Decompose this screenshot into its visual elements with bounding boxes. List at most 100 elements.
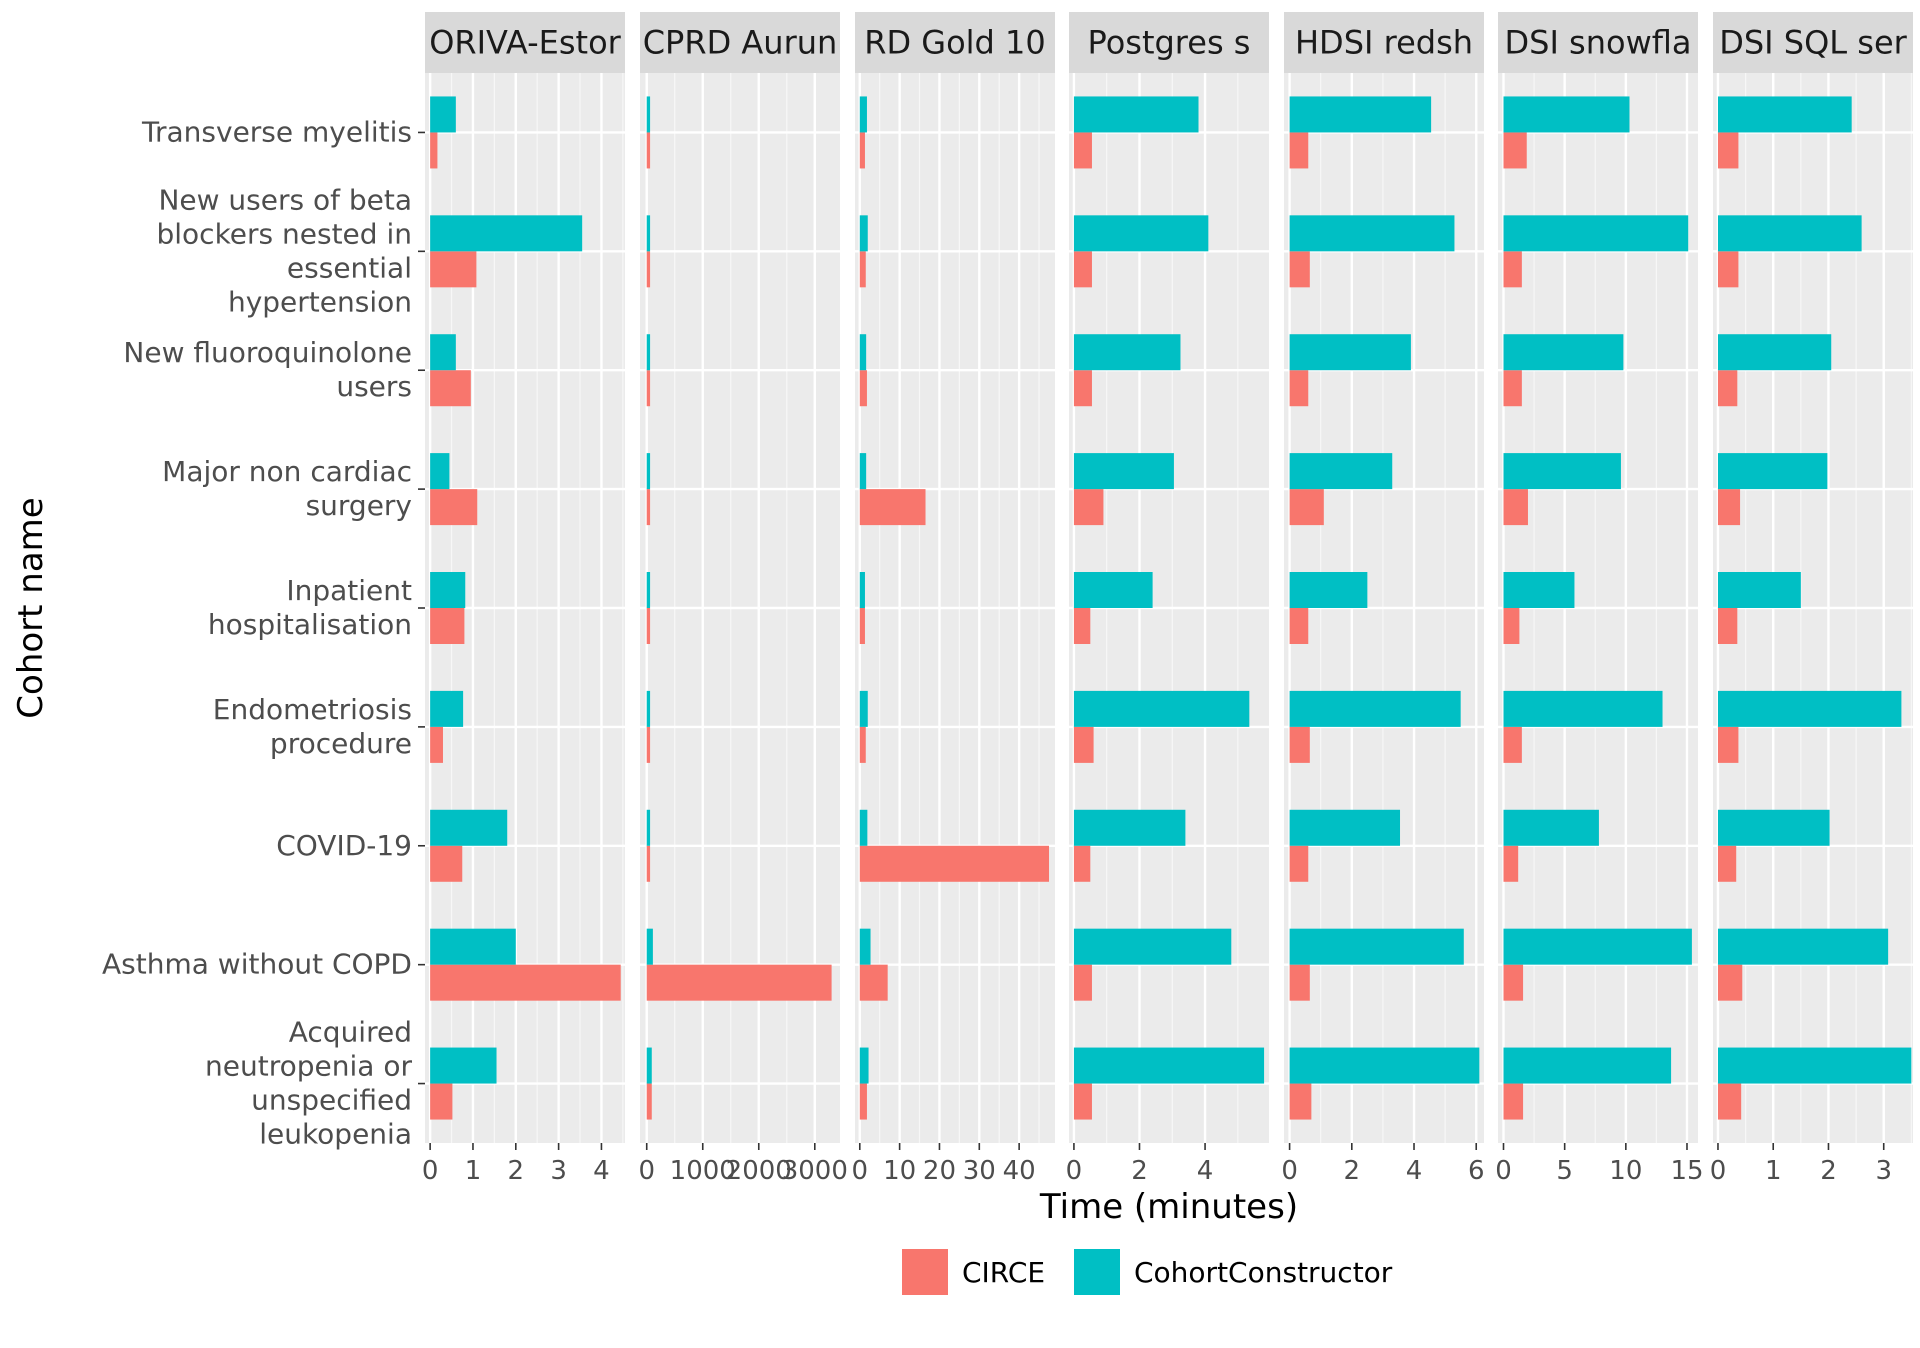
- y-axis-title: Cohort name: [11, 497, 51, 718]
- bar-circe: [646, 1083, 652, 1120]
- bar-circe: [430, 489, 478, 526]
- bar-cohortconstructor: [1289, 334, 1411, 371]
- panel-inner: [1284, 73, 1484, 1143]
- y-category-label: neutropenia or: [205, 1050, 412, 1083]
- bar-cohortconstructor: [1289, 1047, 1480, 1084]
- bar-circe: [859, 132, 865, 169]
- x-tick-label: 4: [1406, 1156, 1423, 1186]
- bar-cohortconstructor: [859, 215, 868, 252]
- bar-cohortconstructor: [859, 928, 871, 965]
- bar-circe: [646, 489, 651, 526]
- bar-cohortconstructor: [1717, 928, 1889, 965]
- bar-circe: [859, 251, 866, 288]
- bar-cohortconstructor: [430, 690, 464, 727]
- bar-cohortconstructor: [1717, 334, 1832, 371]
- bar-circe: [1503, 964, 1524, 1001]
- x-tick-label: 2: [1820, 1156, 1837, 1186]
- bar-circe: [646, 132, 651, 169]
- bar-cohortconstructor: [859, 96, 867, 133]
- bar-cohortconstructor: [1717, 1047, 1912, 1084]
- bar-circe: [1717, 1083, 1742, 1120]
- y-category-label: Acquired: [289, 1016, 412, 1049]
- bar-circe: [430, 251, 477, 288]
- bar-cohortconstructor: [430, 96, 456, 133]
- bar-circe: [859, 489, 926, 526]
- x-tick-label: 1000: [670, 1156, 736, 1186]
- bar-circe: [1717, 489, 1741, 526]
- bar-circe: [859, 370, 867, 407]
- facet-panel: HDSI redsh 0 2 4 6: [1281, 12, 1484, 1186]
- y-category-label: Major non cardiac: [162, 455, 412, 488]
- bar-circe: [1073, 726, 1094, 763]
- x-tick-label: 0: [1281, 1156, 1298, 1186]
- facet-strip-label: HDSI redsh: [1295, 24, 1473, 62]
- bar-circe: [1503, 608, 1520, 644]
- panel-inner: [1069, 73, 1269, 1143]
- bar-cohortconstructor: [1073, 928, 1232, 965]
- bar-cohortconstructor: [1289, 215, 1455, 252]
- bar-circe: [1073, 132, 1092, 169]
- x-tick-label: 2: [1344, 1156, 1361, 1186]
- bar-circe: [1503, 726, 1522, 763]
- bar-circe: [859, 608, 865, 644]
- bar-circe: [1073, 845, 1091, 882]
- bar-cohortconstructor: [1503, 453, 1621, 490]
- y-category-label: New users of beta: [158, 183, 412, 216]
- bar-circe: [1289, 845, 1309, 882]
- bar-circe: [1717, 726, 1739, 763]
- y-category-label: Inpatient: [286, 574, 412, 607]
- bar-cohortconstructor: [1503, 1047, 1672, 1084]
- panel-inner: [1498, 73, 1698, 1143]
- x-tick-label: 0: [1495, 1156, 1512, 1186]
- bar-circe: [430, 726, 443, 763]
- bar-circe: [1717, 132, 1739, 169]
- facet-strip: [425, 12, 625, 73]
- bar-cohortconstructor: [646, 572, 651, 608]
- bar-circe: [1503, 1083, 1524, 1120]
- bar-cohortconstructor: [1503, 690, 1663, 727]
- x-tick-label: 30: [963, 1156, 996, 1186]
- bar-circe: [1289, 251, 1310, 288]
- bar-circe: [646, 370, 651, 407]
- bar-cohortconstructor: [1289, 690, 1461, 727]
- bar-circe: [1503, 370, 1522, 407]
- x-tick-label: 0: [1066, 1156, 1083, 1186]
- bar-cohortconstructor: [859, 453, 867, 490]
- bar-cohortconstructor: [430, 928, 516, 965]
- bar-circe: [646, 845, 651, 882]
- bar-cohortconstructor: [1503, 809, 1599, 846]
- facet-panel: RD Gold 10 0 10 20 30 40: [852, 12, 1055, 1186]
- bar-cohortconstructor: [430, 215, 583, 252]
- x-tick-label: 4: [1197, 1156, 1214, 1186]
- bar-circe: [1289, 1083, 1312, 1120]
- bar-circe: [430, 132, 438, 169]
- bar-cohortconstructor: [1073, 572, 1153, 608]
- bar-cohortconstructor: [646, 690, 651, 727]
- x-tick-label: 15: [1670, 1156, 1703, 1186]
- y-category-label: Asthma without COPD: [102, 948, 412, 981]
- bar-circe: [1289, 132, 1309, 169]
- y-category-label: hospitalisation: [208, 608, 412, 641]
- bar-circe: [646, 608, 651, 644]
- x-tick-label: 2: [1131, 1156, 1148, 1186]
- bar-cohortconstructor: [646, 928, 653, 965]
- bar-cohortconstructor: [1717, 453, 1828, 490]
- bar-circe: [1073, 489, 1104, 526]
- facet-strip: [1498, 12, 1698, 73]
- x-tick-label: 3: [1875, 1156, 1892, 1186]
- facet-strip: [855, 12, 1055, 73]
- x-tick-label: 2: [508, 1156, 525, 1186]
- panel-inner: [855, 73, 1055, 1143]
- x-tick-label: 1: [1765, 1156, 1782, 1186]
- facet-strip-label: DSI SQL ser: [1719, 24, 1907, 62]
- y-category-label: hypertension: [228, 285, 412, 318]
- bar-circe: [1503, 251, 1522, 288]
- bar-circe: [859, 726, 866, 763]
- x-tick-label: 10: [1609, 1156, 1642, 1186]
- bar-circe: [646, 251, 651, 288]
- bar-cohortconstructor: [1289, 572, 1368, 608]
- bar-circe: [1717, 845, 1737, 882]
- bar-cohortconstructor: [1289, 809, 1401, 846]
